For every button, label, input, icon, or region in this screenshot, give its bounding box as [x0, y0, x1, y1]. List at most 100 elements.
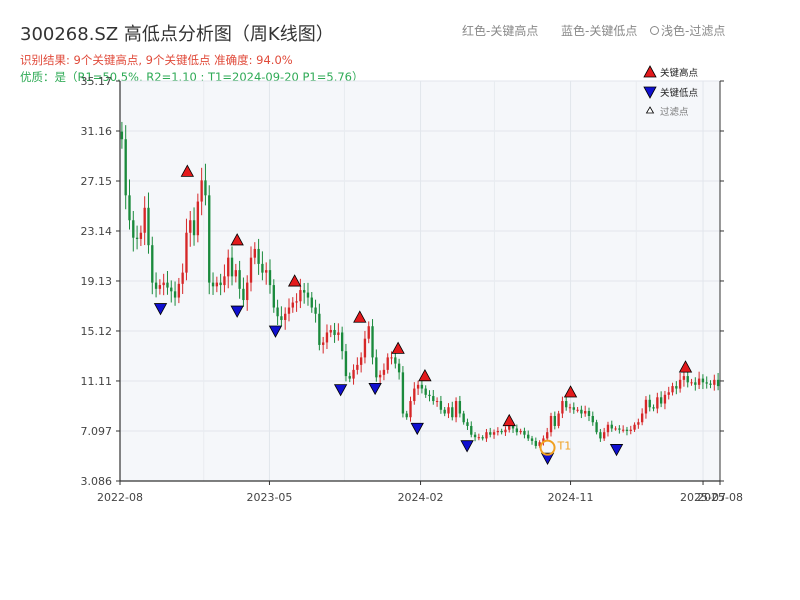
- candle-body: [477, 437, 481, 439]
- candle-body: [439, 401, 443, 410]
- candle-body: [367, 326, 370, 339]
- candle-body: [257, 248, 260, 264]
- y-tick-label: 27.15: [81, 175, 113, 188]
- candle-body: [690, 382, 693, 384]
- candles: [120, 121, 720, 449]
- candle-body: [306, 292, 310, 298]
- candle-body: [363, 338, 367, 358]
- candle-body: [489, 432, 492, 435]
- candle-body: [420, 384, 424, 389]
- candle-body: [538, 442, 541, 446]
- candle-body: [189, 220, 192, 233]
- legend-filtered-icon: [645, 106, 655, 114]
- candle-body: [576, 409, 579, 411]
- candle-body: [166, 282, 169, 288]
- key-low-marker: [410, 422, 424, 436]
- x-tick-label: 2024-02: [398, 491, 444, 504]
- legend-label: 过滤点: [660, 106, 689, 118]
- candle-body: [261, 263, 264, 273]
- candle-body: [534, 440, 537, 446]
- candle-body: [173, 291, 177, 298]
- candle-body: [565, 401, 568, 408]
- candle-body: [496, 430, 500, 433]
- y-tick-label: 23.14: [81, 225, 113, 238]
- candle-body: [644, 399, 648, 414]
- candle-body: [284, 313, 287, 320]
- key-low-marker: [153, 303, 168, 316]
- candle-body: [394, 357, 397, 364]
- candle-body: [716, 379, 720, 387]
- candle-body: [625, 429, 629, 431]
- candle-body: [181, 272, 184, 284]
- candle-body: [424, 388, 427, 395]
- candle-body: [151, 245, 154, 283]
- candle-body: [158, 285, 162, 289]
- candle-body: [709, 383, 712, 385]
- candle-body: [416, 384, 420, 389]
- candle-body: [223, 276, 226, 286]
- candle-body: [546, 432, 549, 439]
- candle-body: [470, 425, 473, 435]
- t1-label: T1: [557, 440, 572, 453]
- candle-body: [310, 297, 313, 308]
- candle-body: [462, 413, 465, 423]
- candle-body: [694, 382, 697, 385]
- candle-body: [253, 248, 256, 258]
- x-tick-label: 2024-11: [548, 491, 594, 504]
- candle-body: [356, 364, 359, 370]
- candle-body: [397, 363, 401, 373]
- legend-text-gray: 浅色-过滤点: [650, 22, 725, 39]
- legend-label: 关键高点: [660, 67, 699, 79]
- key-high-marker: [678, 360, 693, 373]
- y-tick-label: 35.17: [81, 75, 113, 88]
- key-low-marker: [609, 444, 624, 457]
- key-low-marker: [333, 384, 348, 397]
- candle-body: [447, 407, 450, 414]
- candle-body: [549, 415, 553, 433]
- candle-body: [185, 232, 188, 273]
- candle-body: [603, 432, 606, 439]
- candle-body: [340, 332, 344, 352]
- candle-body: [170, 287, 173, 292]
- candle-body: [162, 282, 165, 286]
- candle-body: [139, 232, 143, 239]
- candle-body: [481, 437, 484, 439]
- candle-body: [124, 139, 127, 196]
- candle-body: [458, 401, 462, 414]
- candle-body: [542, 438, 545, 443]
- axes: 3.086 7.097 11.11 15.12 19.13 23.14 27.15 31.16…: [81, 75, 743, 504]
- candle-body: [686, 376, 689, 383]
- key-high-marker: [230, 233, 244, 246]
- key-high-marker: [287, 274, 302, 287]
- candle-body: [378, 374, 382, 378]
- candle-body: [352, 369, 355, 379]
- candle-body: [413, 388, 416, 402]
- candle-body: [587, 411, 591, 416]
- candle-body: [249, 257, 253, 283]
- candle-body: [143, 207, 146, 233]
- candle-body: [614, 428, 617, 430]
- candle-body: [208, 195, 211, 283]
- candle-body: [227, 257, 230, 277]
- candle-body: [618, 428, 621, 430]
- key-high-marker: [353, 310, 367, 323]
- candle-body: [314, 307, 317, 314]
- candle-body: [329, 329, 332, 333]
- candle-body: [675, 386, 678, 389]
- candle-body: [147, 207, 150, 246]
- page-title: 300268.SZ 高低点分析图（周K线图）: [20, 24, 334, 45]
- candle-body: [637, 422, 640, 425]
- candle-body: [443, 409, 446, 414]
- candle-body: [663, 394, 667, 404]
- candle-body: [246, 282, 249, 301]
- legend-label: 关键低点: [660, 87, 699, 99]
- candle-body: [523, 430, 526, 435]
- candle-body: [454, 401, 458, 418]
- candle-body: [671, 386, 674, 393]
- candle-body: [682, 376, 686, 380]
- candle-body: [599, 432, 602, 439]
- candle-body: [390, 357, 393, 359]
- key-high-marker: [502, 413, 516, 427]
- candle-body: [299, 290, 302, 302]
